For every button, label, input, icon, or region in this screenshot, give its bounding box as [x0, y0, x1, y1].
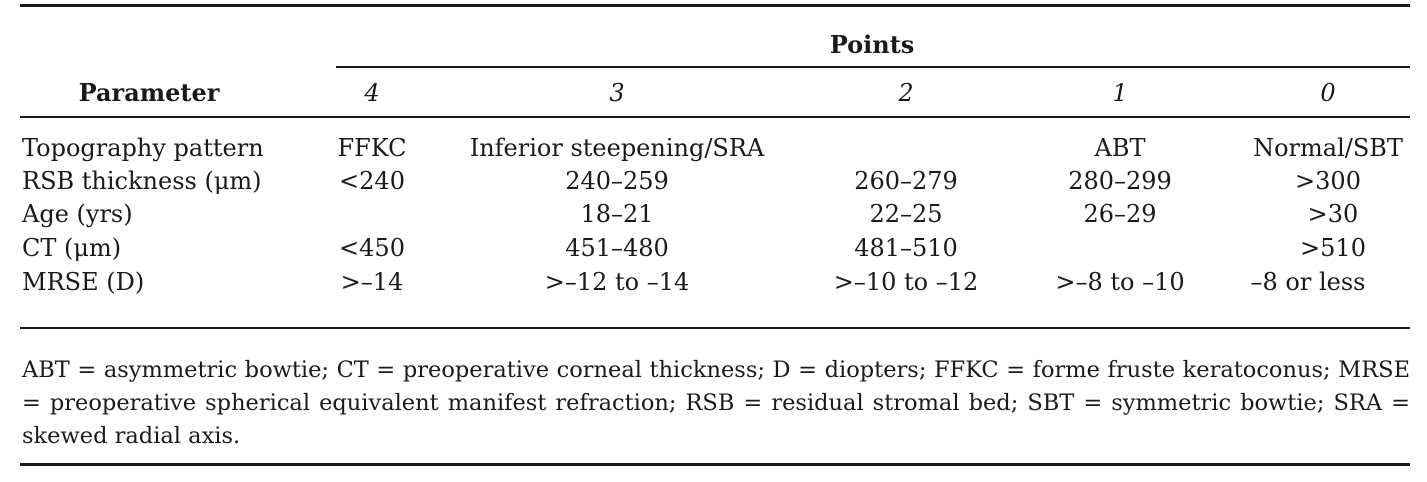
- points-col-4-header: 4: [364, 79, 380, 107]
- row-parameter: CT (μm): [22, 234, 122, 262]
- table-cell: 26–29: [1083, 200, 1157, 228]
- table-cell: 18–21: [580, 200, 654, 228]
- table-cell: –8 or less: [1250, 268, 1366, 296]
- table-cell: >30: [1307, 200, 1359, 228]
- table-cell: 240–259: [565, 167, 669, 195]
- table-cell: <240: [339, 167, 405, 195]
- header-rule: [20, 116, 1410, 118]
- table-cell: >–14: [340, 268, 404, 296]
- points-header: Points: [829, 30, 915, 59]
- table-cell: 260–279: [854, 167, 958, 195]
- table-cell: <450: [339, 234, 405, 262]
- row-parameter: Age (yrs): [22, 200, 133, 228]
- table-cell: FFKC: [337, 134, 407, 162]
- table-cell: >–12 to –14: [544, 268, 690, 296]
- points-rule: [336, 66, 1410, 68]
- row-parameter: Topography pattern: [22, 134, 264, 162]
- table-cell: 451–480: [565, 234, 669, 262]
- points-col-3-header: 3: [609, 79, 625, 107]
- parameter-header: Parameter: [78, 78, 220, 107]
- table-cell: >–10 to –12: [833, 268, 979, 296]
- table-cell: Normal/SBT: [1253, 134, 1403, 162]
- top-rule: [20, 4, 1410, 7]
- table-cell: >–8 to –10: [1055, 268, 1185, 296]
- row-parameter: RSB thickness (μm): [22, 167, 262, 195]
- bottom-rule: [20, 463, 1410, 466]
- points-col-1-header: 1: [1112, 79, 1128, 107]
- points-col-2-header: 2: [898, 79, 914, 107]
- table-cell: >510: [1300, 234, 1366, 262]
- table-cell: 22–25: [869, 200, 943, 228]
- table-cell: Inferior steepening/SRA: [469, 134, 765, 162]
- table-footnote: ABT = asymmetric bowtie; CT = preoperati…: [22, 357, 1410, 449]
- body-end-rule: [20, 327, 1410, 329]
- row-parameter: MRSE (D): [22, 268, 145, 296]
- table-cell: 280–299: [1068, 167, 1172, 195]
- table-cell: >300: [1295, 167, 1361, 195]
- points-col-0-header: 0: [1320, 79, 1336, 107]
- table-cell: 481–510: [854, 234, 958, 262]
- table-cell: ABT: [1094, 134, 1146, 162]
